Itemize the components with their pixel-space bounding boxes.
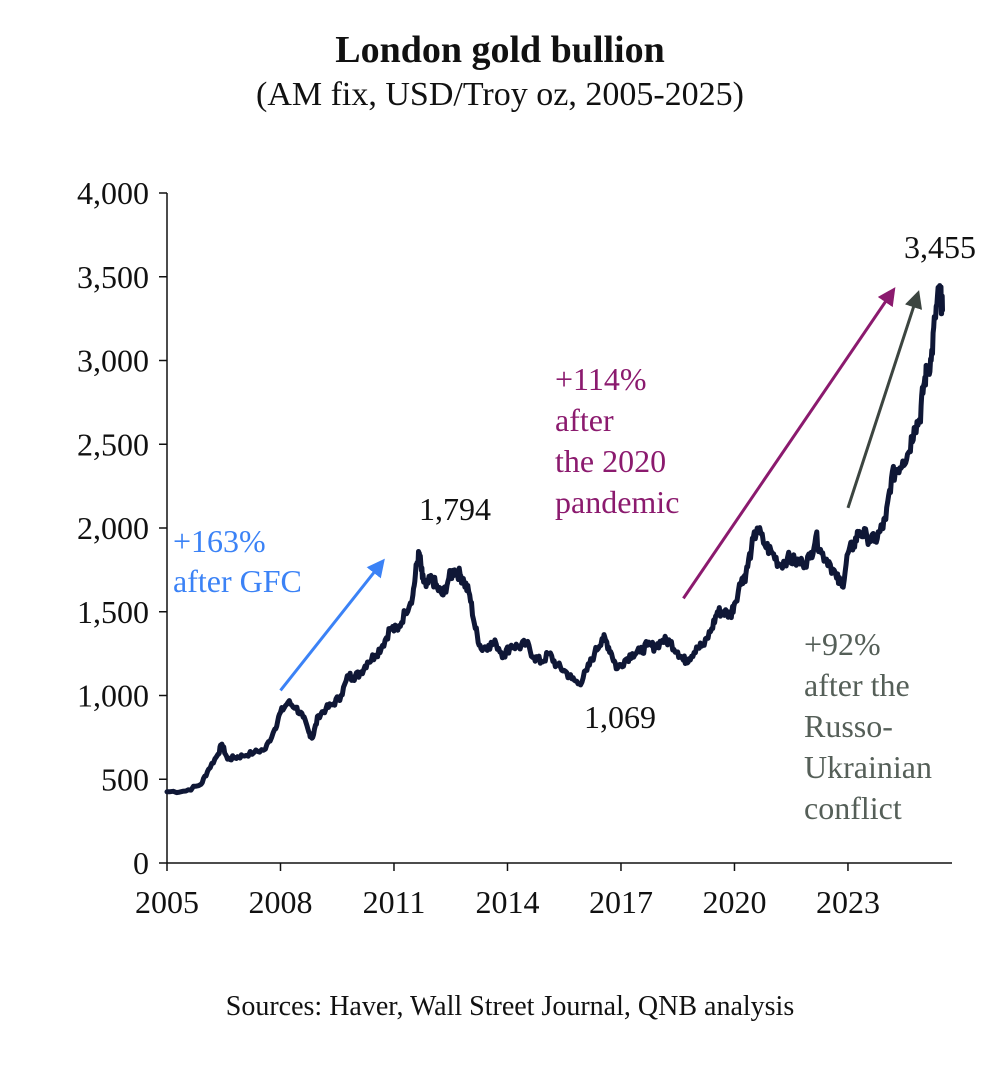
x-tick-label: 2023 [816, 884, 880, 920]
annotations: 1,794 1,069 3,455 +163% after GFC +114% after t… [173, 229, 976, 826]
x-axis-ticks: 2005 2008 2011 2014 2017 2020 2023 [135, 863, 880, 920]
annotation-line: pandemic [555, 484, 679, 520]
x-tick-label: 2011 [363, 884, 426, 920]
x-tick-label: 2020 [702, 884, 766, 920]
x-tick-label: 2008 [248, 884, 312, 920]
y-tick-label: 2,500 [77, 426, 149, 462]
y-axis-ticks: 0 500 1,000 1,500 2,000 2,500 3,000 3,500 4,000 [77, 175, 167, 881]
annotation-line: Ukrainian [804, 749, 932, 785]
annotation-latest: 3,455 [904, 229, 976, 265]
annotation-line: +92% [804, 626, 881, 662]
annotation-line: the 2020 [555, 443, 666, 479]
y-tick-label: 2,000 [77, 510, 149, 546]
chart-subtitle: (AM fix, USD/Troy oz, 2005-2025) [256, 76, 744, 113]
series-line-gold-price [164, 283, 945, 796]
chart-title: London gold bullion [335, 29, 665, 71]
annotation-ukraine: +92% after the Russo- Ukrainian conflict [804, 626, 932, 826]
annotation-line: after [555, 402, 614, 438]
annotation-trough-2015: 1,069 [584, 699, 656, 735]
chart-source: Sources: Haver, Wall Street Journal, QNB… [226, 991, 794, 1022]
annotation-arrows [279, 287, 923, 692]
annotation-line: after GFC [173, 563, 302, 599]
annotation-line: conflict [804, 790, 902, 826]
annotation-line: after the [804, 667, 910, 703]
y-tick-label: 1,500 [77, 594, 149, 630]
series-group [164, 283, 945, 796]
x-tick-label: 2014 [475, 884, 539, 920]
annotation-line: +114% [555, 361, 647, 397]
annotation-peak-2011: 1,794 [419, 491, 491, 527]
y-tick-label: 0 [133, 845, 149, 881]
y-tick-label: 3,000 [77, 343, 149, 379]
y-tick-label: 3,500 [77, 259, 149, 295]
annotation-line: +163% [173, 523, 266, 559]
y-tick-label: 1,000 [77, 678, 149, 714]
x-tick-label: 2017 [589, 884, 653, 920]
y-tick-label: 500 [101, 761, 149, 797]
annotation-line: Russo- [804, 708, 893, 744]
pandemic-arrow [682, 287, 896, 600]
x-tick-label: 2005 [135, 884, 199, 920]
y-tick-label: 4,000 [77, 175, 149, 211]
annotation-gfc: +163% after GFC [173, 523, 302, 599]
annotation-pandemic: +114% after the 2020 pandemic [555, 361, 679, 520]
ukraine-arrow [846, 290, 923, 509]
gfc-arrow [279, 558, 385, 692]
